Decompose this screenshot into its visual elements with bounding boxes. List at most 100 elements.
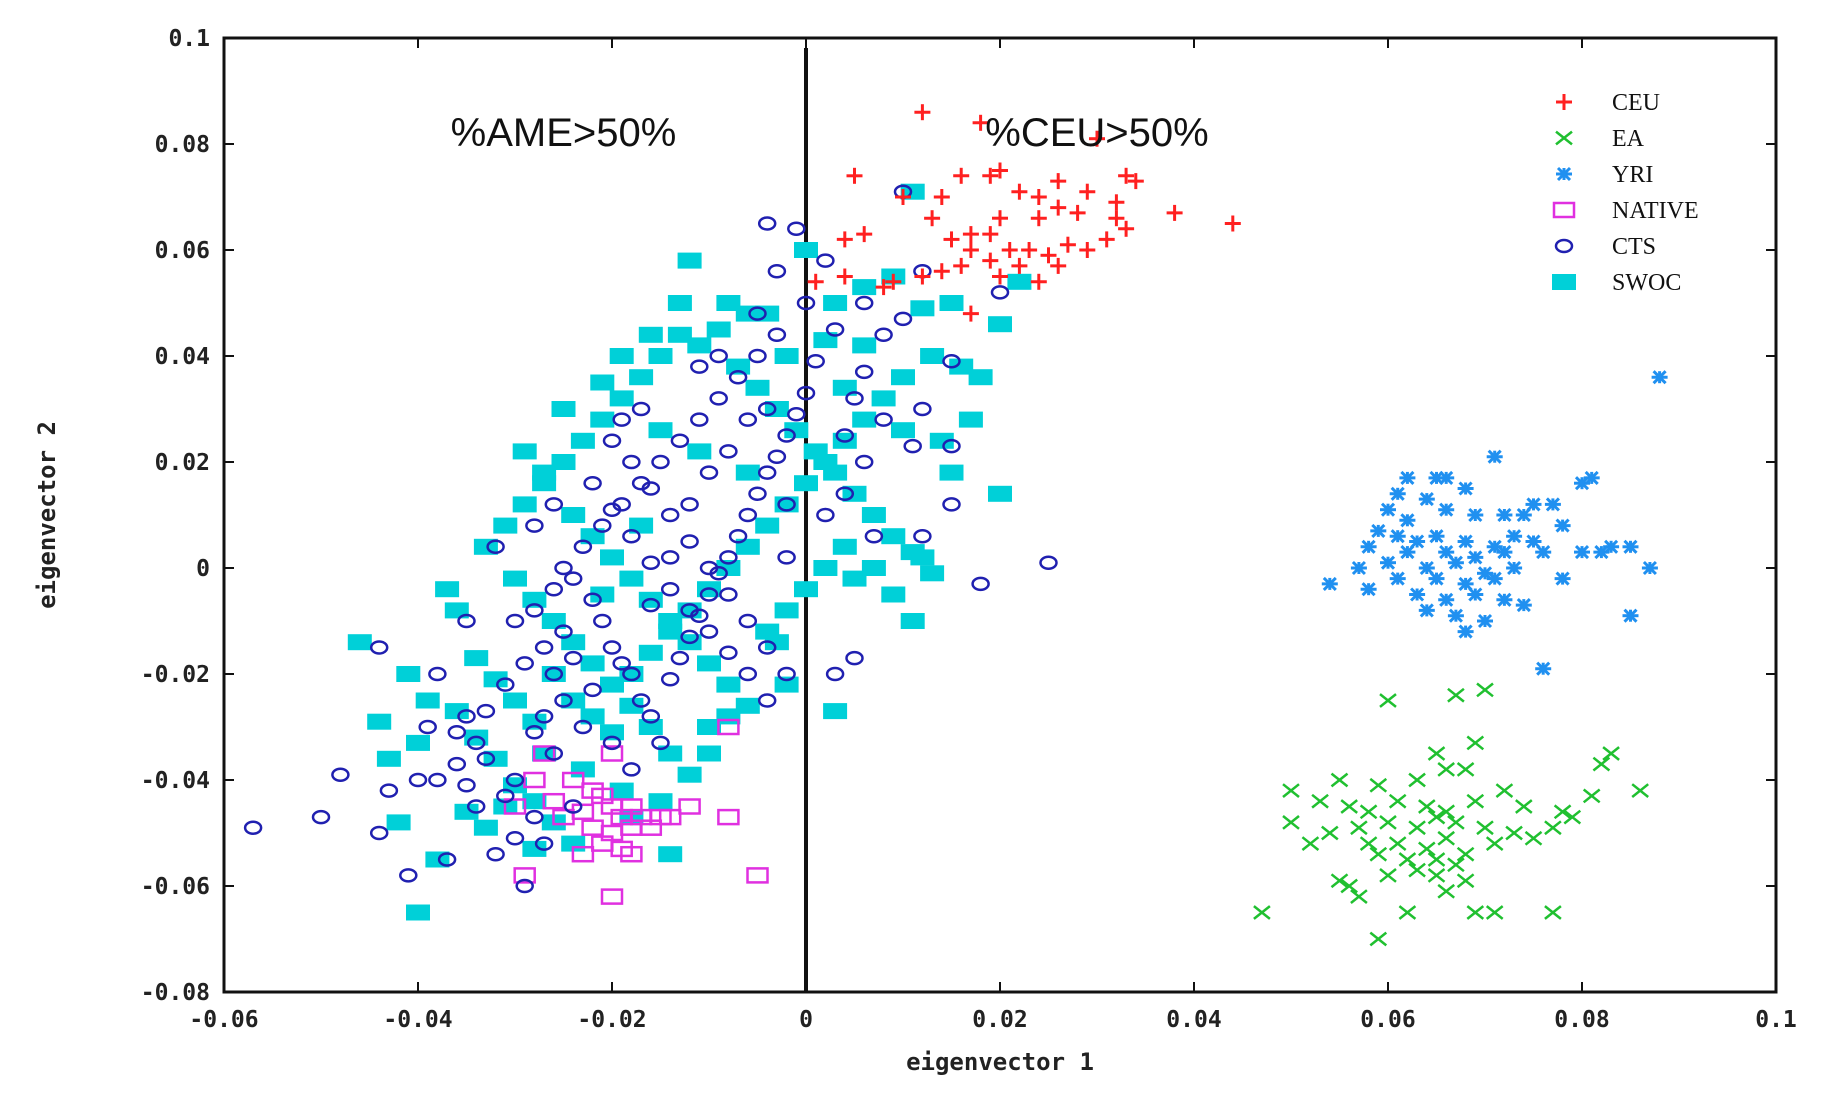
point-cts xyxy=(748,348,767,364)
point-cts xyxy=(738,666,758,682)
point-cts xyxy=(428,666,447,682)
point-cts xyxy=(622,762,641,777)
point-ceu xyxy=(1050,257,1067,274)
annotation-ame: %AME>50% xyxy=(451,111,677,155)
point-ceu xyxy=(1224,215,1241,232)
point-yri xyxy=(1535,661,1552,676)
y-tick-label: -0.02 xyxy=(141,662,210,688)
legend-label-ceu: CEU xyxy=(1612,90,1660,116)
point-swoc xyxy=(949,358,974,375)
point-cts xyxy=(496,788,515,804)
point-ceu xyxy=(982,252,999,269)
point-ea xyxy=(1369,931,1388,947)
point-swoc xyxy=(444,703,469,720)
point-cts xyxy=(738,507,758,523)
point-native xyxy=(600,888,624,905)
point-cts xyxy=(680,497,699,512)
point-native xyxy=(532,745,556,762)
series-ea xyxy=(1253,682,1649,947)
point-swoc xyxy=(415,692,440,709)
x-tick-label: 0.02 xyxy=(972,1007,1027,1033)
point-swoc xyxy=(823,464,848,481)
point-cts xyxy=(942,354,961,369)
point-yri xyxy=(1418,492,1435,507)
point-swoc xyxy=(774,602,799,619)
point-ceu xyxy=(1127,173,1144,190)
point-yri xyxy=(1389,571,1406,586)
point-ea xyxy=(1631,783,1649,798)
point-ceu xyxy=(885,273,902,290)
legend-label-swoc: SWOC xyxy=(1612,270,1681,296)
point-ceu xyxy=(1098,231,1115,248)
point-swoc xyxy=(435,581,460,598)
point-ea xyxy=(1466,793,1485,809)
point-swoc xyxy=(590,586,615,603)
point-ceu xyxy=(1011,183,1028,200)
point-ceu xyxy=(1001,242,1018,258)
point-ceu xyxy=(1021,242,1038,258)
point-yri xyxy=(1399,545,1416,560)
point-swoc xyxy=(638,326,663,343)
point-swoc xyxy=(706,321,731,338)
point-ceu xyxy=(846,167,863,184)
point-cts xyxy=(709,348,728,364)
point-ceu xyxy=(992,162,1008,179)
point-cts xyxy=(641,597,661,613)
point-ceu xyxy=(856,226,873,243)
point-native xyxy=(503,798,527,815)
y-axis-label: eigenvector 2 xyxy=(33,421,61,609)
point-cts xyxy=(854,364,874,380)
point-cts xyxy=(835,486,855,502)
point-swoc xyxy=(648,793,673,810)
point-swoc xyxy=(716,560,741,576)
point-yri xyxy=(1370,523,1387,538)
point-swoc xyxy=(600,724,624,741)
point-swoc xyxy=(658,846,683,863)
point-cts xyxy=(816,253,835,268)
point-ea xyxy=(1456,846,1475,862)
point-swoc xyxy=(1007,273,1032,290)
y-tick-label: 0.06 xyxy=(155,238,210,264)
point-swoc xyxy=(503,692,527,709)
point-yri xyxy=(1438,545,1455,560)
point-cts xyxy=(641,555,661,570)
point-ea xyxy=(1350,889,1368,904)
point-cts xyxy=(816,507,835,523)
point-ceu xyxy=(933,189,950,205)
point-swoc xyxy=(609,390,634,407)
point-cts xyxy=(399,868,418,883)
point-ceu xyxy=(1089,130,1105,147)
point-ceu xyxy=(836,231,853,248)
point-cts xyxy=(418,719,437,735)
point-cts xyxy=(622,528,641,544)
point-cts xyxy=(680,534,699,549)
point-ea xyxy=(1427,809,1446,825)
point-cts xyxy=(311,809,331,825)
point-swoc xyxy=(794,242,818,258)
point-cts xyxy=(854,454,874,470)
point-cts xyxy=(874,412,893,427)
point-ea xyxy=(1330,772,1349,788)
point-cts xyxy=(913,528,932,544)
point-yri xyxy=(1641,560,1658,576)
point-ceu xyxy=(1050,199,1067,216)
point-cts xyxy=(670,650,690,666)
point-swoc xyxy=(512,443,537,460)
x-tick-label: -0.04 xyxy=(383,1007,452,1033)
point-native xyxy=(717,808,740,826)
point-yri xyxy=(1457,534,1474,549)
point-native xyxy=(513,867,536,884)
y-tick-label: 0.1 xyxy=(168,26,210,52)
point-cts xyxy=(457,778,476,793)
point-cts xyxy=(806,354,825,369)
point-swoc xyxy=(638,719,663,735)
legend-marker-cts xyxy=(1554,238,1574,254)
point-ea xyxy=(1340,878,1358,894)
point-native xyxy=(552,808,575,826)
point-ea xyxy=(1311,793,1329,809)
point-cts xyxy=(534,640,554,655)
point-swoc xyxy=(871,390,896,407)
point-cts xyxy=(893,311,913,327)
point-cts xyxy=(583,682,602,698)
